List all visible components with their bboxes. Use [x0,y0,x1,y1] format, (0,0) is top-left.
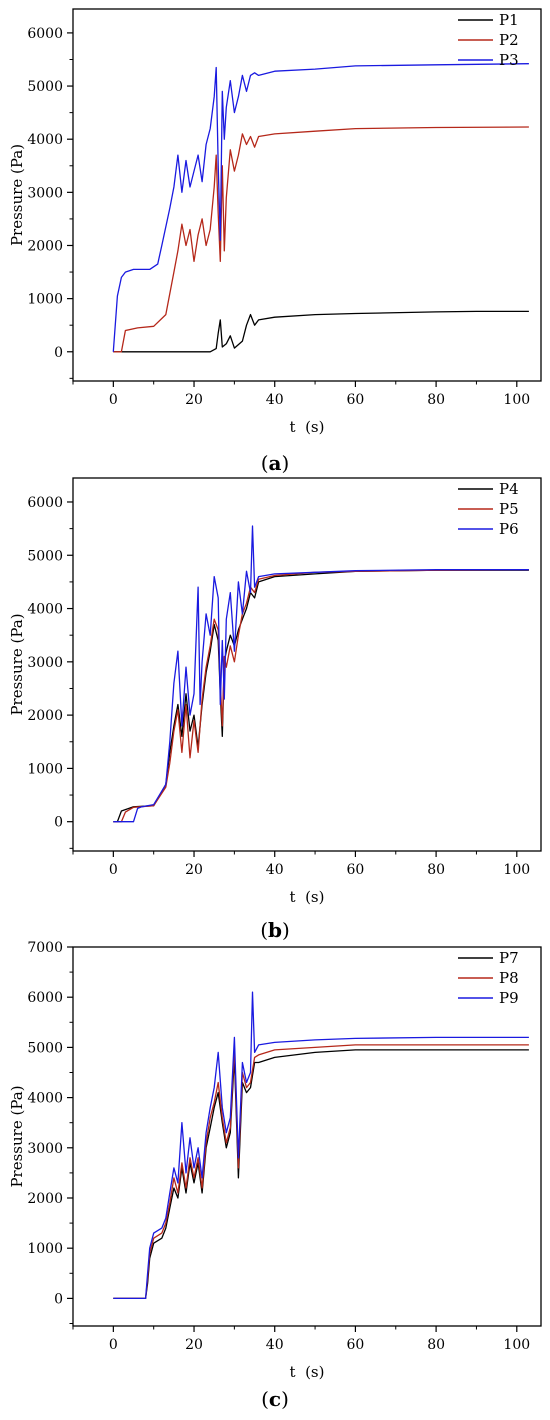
y-tick-label-c-0: 0 [54,1291,63,1307]
series-line-p2 [113,126,529,353]
y-tick-label-c-5000: 5000 [27,1040,63,1056]
x-tick-label-b-100: 100 [503,862,530,878]
y-tick-label-b-1000: 1000 [27,761,63,777]
y-tick-label-c-2000: 2000 [27,1191,63,1207]
plot-frame-c [72,946,542,1327]
legend-label-p4: P4 [499,480,519,498]
panel-label-c: (c) [261,1387,289,1411]
x-tick-label-c-100: 100 [503,1337,530,1353]
legend-label-p6: P6 [499,520,519,538]
series-line-p5 [113,569,529,823]
legend-label-p1: P1 [499,11,519,29]
x-tick-label-c-0: 0 [109,1337,118,1353]
x-tick-label-a-100: 100 [503,392,530,408]
y-tick-label-a-1000: 1000 [27,292,63,308]
x-tick-label-c-20: 20 [185,1337,203,1353]
x-axis-label-b: t (s) [290,888,325,906]
y-axis-label-a: Pressure (Pa) [8,144,26,246]
legend-label-p2: P2 [499,31,519,49]
x-tick-label-b-20: 20 [185,862,203,878]
series-line-p9 [113,991,529,1300]
x-tick-label-a-20: 20 [185,392,203,408]
series-line-p6 [113,525,529,823]
plot-frame-b [72,477,542,852]
x-tick-label-b-40: 40 [266,862,284,878]
legend-label-p7: P7 [499,949,519,967]
x-tick-label-c-40: 40 [266,1337,284,1353]
y-tick-label-c-1000: 1000 [27,1241,63,1257]
y-tick-label-b-4000: 4000 [27,602,63,618]
legend-label-p9: P9 [499,989,519,1007]
x-axis-label-a: t (s) [290,418,325,436]
x-tick-label-a-40: 40 [266,392,284,408]
y-tick-label-c-3000: 3000 [27,1141,63,1157]
series-line-p4 [113,569,529,823]
series-line-p1 [113,310,529,353]
chart-panel-c: 0 20 40 60 80 1000100020003000400050006000700… [8,940,542,1381]
y-tick-label-a-4000: 4000 [27,132,63,148]
x-tick-label-b-60: 60 [346,862,364,878]
x-tick-label-a-80: 80 [427,392,445,408]
panel-label-a: (a) [261,451,290,475]
legend-label-p8: P8 [499,969,519,987]
y-tick-label-b-0: 0 [54,815,63,831]
series-line-p3 [112,63,529,352]
x-tick-label-c-80: 80 [427,1337,445,1353]
y-tick-label-b-3000: 3000 [27,655,63,671]
y-tick-label-b-6000: 6000 [27,495,63,511]
y-tick-label-c-6000: 6000 [27,990,63,1006]
legend-label-p5: P5 [499,500,519,518]
y-tick-label-b-2000: 2000 [27,708,63,724]
y-tick-label-a-3000: 3000 [27,185,63,201]
series-line-p8 [113,1044,529,1300]
y-tick-label-a-5000: 5000 [27,79,63,95]
x-tick-label-c-60: 60 [346,1337,364,1353]
y-tick-label-a-2000: 2000 [27,238,63,254]
plot-frame-a [72,8,542,382]
x-tick-label-b-0: 0 [109,862,118,878]
x-tick-label-a-60: 60 [346,392,364,408]
y-axis-label-c: Pressure (Pa) [8,1085,26,1187]
legend-label-p3: P3 [499,51,519,69]
y-axis-label-b: Pressure (Pa) [8,613,26,715]
x-tick-label-a-0: 0 [109,392,118,408]
panel-label-b: (b) [260,918,290,942]
y-tick-label-a-6000: 6000 [27,26,63,42]
y-tick-label-c-7000: 7000 [27,940,63,956]
x-axis-label-c: t (s) [290,1363,325,1381]
x-tick-label-b-80: 80 [427,862,445,878]
y-tick-label-a-0: 0 [54,345,63,361]
y-tick-label-c-4000: 4000 [27,1091,63,1107]
series-line-p7 [113,1049,529,1300]
y-tick-label-b-5000: 5000 [27,548,63,564]
